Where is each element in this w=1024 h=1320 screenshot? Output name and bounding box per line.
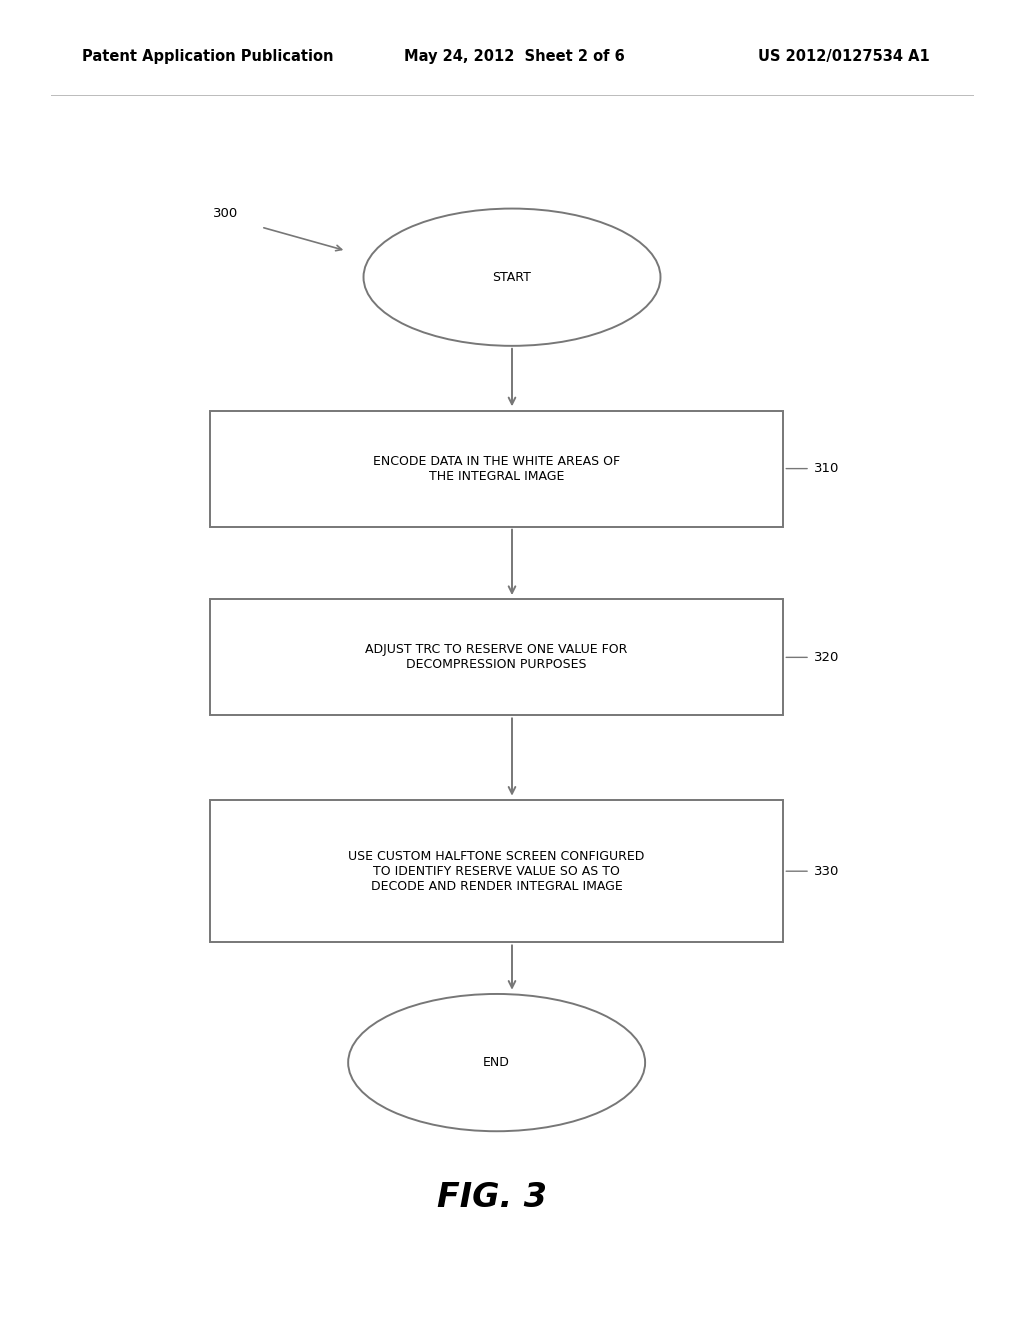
Bar <box>210 599 783 715</box>
Text: START: START <box>493 271 531 284</box>
Text: 310: 310 <box>814 462 840 475</box>
Text: USE CUSTOM HALFTONE SCREEN CONFIGURED
TO IDENTIFY RESERVE VALUE SO AS TO
DECODE : USE CUSTOM HALFTONE SCREEN CONFIGURED TO… <box>348 850 645 892</box>
Text: 320: 320 <box>814 651 840 664</box>
Text: Patent Application Publication: Patent Application Publication <box>82 49 334 63</box>
Text: ADJUST TRC TO RESERVE ONE VALUE FOR
DECOMPRESSION PURPOSES: ADJUST TRC TO RESERVE ONE VALUE FOR DECO… <box>366 643 628 672</box>
Text: END: END <box>483 1056 510 1069</box>
Bar <box>210 411 783 527</box>
Text: May 24, 2012  Sheet 2 of 6: May 24, 2012 Sheet 2 of 6 <box>404 49 626 63</box>
Text: FIG. 3: FIG. 3 <box>436 1180 547 1214</box>
Text: ENCODE DATA IN THE WHITE AREAS OF
THE INTEGRAL IMAGE: ENCODE DATA IN THE WHITE AREAS OF THE IN… <box>373 454 621 483</box>
Bar <box>210 800 783 942</box>
Text: 300: 300 <box>213 207 238 220</box>
Text: US 2012/0127534 A1: US 2012/0127534 A1 <box>758 49 930 63</box>
Text: 330: 330 <box>814 865 840 878</box>
